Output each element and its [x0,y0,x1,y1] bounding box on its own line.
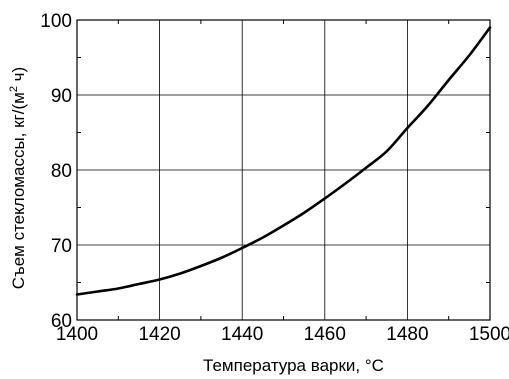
grid [77,20,490,320]
series-line-group [75,26,492,296]
y-axis-title-superscript: 2 [8,86,20,92]
x-tick-label: 1460 [304,324,346,345]
y-tick-label: 90 [51,86,72,107]
x-tick-label: 1420 [138,324,180,345]
y-tick-label: 80 [51,161,72,182]
x-tick-labels: 1400 1420 1440 1460 1480 1500 [56,324,509,345]
y-tick-label: 70 [51,236,72,257]
plot-frame [76,19,491,321]
x-tick-label: 1440 [221,324,263,345]
ticks [77,20,490,320]
y-tick-label: 100 [40,11,72,32]
y-axis-title: Съем стекломассы, кг/(м2 ч) [8,67,28,289]
y-axis-title-end: ч) [9,67,28,86]
series-line [75,26,492,296]
x-tick-label: 1400 [56,324,98,345]
x-tick-label: 1480 [386,324,428,345]
y-tick-label: 60 [51,311,72,332]
x-tick-label: 1500 [469,324,509,345]
x-axis-title: Температура варки, °C [203,356,384,375]
y-tick-labels: 60 70 80 90 100 [40,11,72,332]
y-axis-title-main: Съем стекломассы, кг/(м [9,92,28,289]
